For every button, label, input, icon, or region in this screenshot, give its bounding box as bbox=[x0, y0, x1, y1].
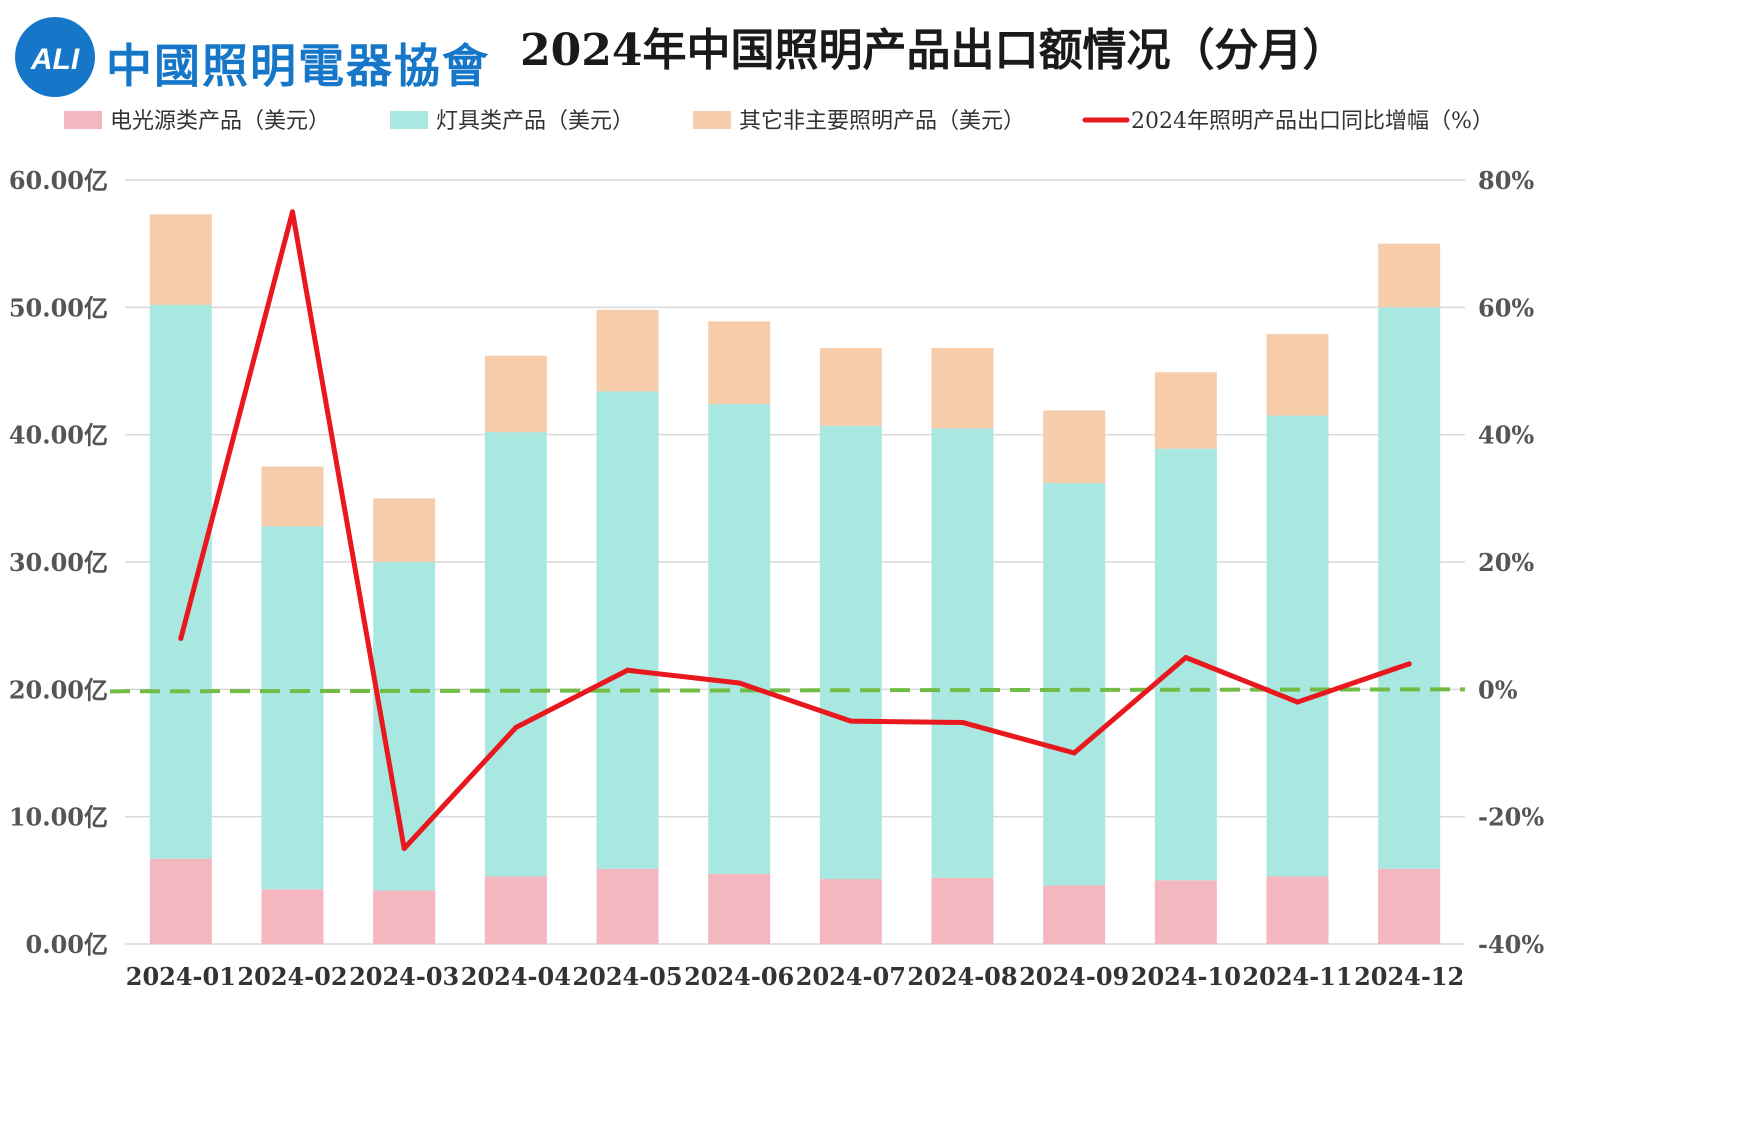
right-axis: -40% -20% 0% 20% 40% 60% 80% bbox=[1478, 166, 1544, 959]
bar-segment-1 bbox=[931, 877, 994, 944]
right-axis-tick-label: 20% bbox=[1478, 548, 1534, 577]
legend-label-3: 其它非主要照明产品（美元） bbox=[739, 109, 1025, 134]
growth-line-point bbox=[1406, 661, 1412, 667]
bar-segment-1 bbox=[1043, 885, 1106, 944]
x-axis: 2024-01 2024-02 2024-03 2024-04 2024-05 2024-… bbox=[126, 962, 1464, 991]
legend-swatch-1 bbox=[64, 111, 102, 129]
growth-line-point bbox=[290, 209, 295, 215]
growth-line-point bbox=[178, 635, 184, 641]
gridlines bbox=[125, 179, 1465, 945]
left-axis-tick-label: 30.00亿 bbox=[9, 548, 108, 577]
bar-segment-2 bbox=[149, 304, 212, 859]
bar-segment-2 bbox=[1378, 307, 1441, 869]
chart-title: 2024年中国照明产品出口额情况（分月） bbox=[520, 25, 1347, 76]
bar-segment-2 bbox=[708, 404, 771, 874]
bar-segment-3 bbox=[149, 214, 212, 305]
x-axis-tick-label: 2024-02 bbox=[237, 962, 347, 991]
growth-line-point bbox=[960, 719, 965, 725]
bar-segment-1 bbox=[1266, 876, 1329, 944]
left-axis-tick-label: 40.00亿 bbox=[9, 421, 108, 450]
growth-line-point bbox=[513, 725, 519, 731]
bar-segment-1 bbox=[819, 879, 882, 944]
bar-segment-1 bbox=[373, 890, 436, 944]
bar-segment-1 bbox=[596, 868, 659, 944]
bar-segment-3 bbox=[373, 498, 436, 562]
bar-segment-1 bbox=[1154, 880, 1217, 944]
bar-segment-3 bbox=[261, 466, 324, 527]
legend-label-4: 2024年照明产品出口同比增幅（%） bbox=[1131, 109, 1494, 134]
growth-line-point bbox=[736, 680, 742, 686]
growth-line-point bbox=[625, 667, 630, 673]
x-axis-tick-label: 2024-11 bbox=[1242, 962, 1352, 991]
x-axis-tick-label: 2024-12 bbox=[1354, 962, 1464, 991]
bar-segment-3 bbox=[484, 355, 547, 433]
bar-segment-2 bbox=[1043, 483, 1106, 886]
zero-reference-line bbox=[109, 687, 1466, 694]
bar-segment-1 bbox=[484, 876, 547, 944]
bar-segment-1 bbox=[261, 889, 324, 944]
bar-segment-3 bbox=[1378, 243, 1441, 308]
bar-segment-2 bbox=[596, 391, 659, 869]
bar-segment-2 bbox=[1266, 415, 1329, 877]
bar-segment-3 bbox=[1266, 334, 1329, 416]
x-axis-tick-label: 2024-01 bbox=[126, 962, 236, 991]
line-series bbox=[178, 209, 1412, 851]
x-axis-tick-label: 2024-06 bbox=[684, 962, 794, 991]
right-axis-tick-label: -40% bbox=[1478, 930, 1544, 959]
logo: ALI 中國照明電器協會 bbox=[10, 12, 488, 102]
growth-line-point bbox=[401, 846, 407, 851]
right-axis-tick-label: 60% bbox=[1478, 293, 1534, 322]
bar-segment-1 bbox=[1378, 868, 1441, 944]
logo-mark-icon: ALI bbox=[15, 17, 95, 97]
logo-mark-text: ALI bbox=[30, 43, 80, 76]
bar-segment-3 bbox=[819, 348, 882, 426]
legend-label-1: 电光源类产品（美元） bbox=[110, 109, 330, 134]
left-axis-tick-label: 60.00亿 bbox=[9, 166, 108, 195]
left-axis-tick-label: 0.00亿 bbox=[26, 930, 108, 959]
legend-swatch-3 bbox=[693, 111, 731, 129]
left-axis-tick-label: 20.00亿 bbox=[9, 675, 108, 704]
x-axis-tick-label: 2024-10 bbox=[1131, 962, 1241, 991]
x-axis-tick-label: 2024-09 bbox=[1019, 962, 1129, 991]
bar-segment-3 bbox=[708, 321, 771, 405]
bar-segment-3 bbox=[1043, 410, 1106, 484]
legend-label-2: 灯具类产品（美元） bbox=[436, 109, 634, 134]
left-axis: 0.00亿 10.00亿 20.00亿 30.00亿 40.00亿 50.00亿 60.00… bbox=[9, 166, 108, 959]
bar-segment-3 bbox=[931, 348, 994, 429]
bar-segment-1 bbox=[708, 873, 771, 944]
left-axis-tick-label: 50.00亿 bbox=[9, 293, 108, 322]
right-axis-tick-label: 0% bbox=[1478, 675, 1518, 704]
bar-segment-3 bbox=[596, 309, 659, 392]
bar-segment-3 bbox=[1154, 372, 1217, 449]
bar-segment-1 bbox=[149, 858, 212, 944]
bar-segment-2 bbox=[819, 425, 882, 880]
bar-segment-2 bbox=[931, 428, 994, 878]
x-axis-tick-label: 2024-05 bbox=[572, 962, 682, 991]
x-axis-tick-label: 2024-03 bbox=[349, 962, 459, 991]
x-axis-tick-label: 2024-07 bbox=[796, 962, 906, 991]
logo-text: 中國照明電器協會 bbox=[106, 39, 490, 93]
zero-dashed-line bbox=[109, 687, 1466, 694]
legend: 电光源类产品（美元） 灯具类产品（美元） 其它非主要照明产品（美元） 2024年照明产… bbox=[64, 109, 1494, 134]
right-axis-tick-label: 40% bbox=[1478, 421, 1534, 450]
x-axis-tick-label: 2024-04 bbox=[461, 962, 571, 991]
right-axis-tick-label: 80% bbox=[1478, 166, 1534, 195]
left-axis-tick-label: 10.00亿 bbox=[9, 803, 108, 832]
growth-line-point bbox=[1183, 655, 1189, 660]
bar-segment-2 bbox=[484, 432, 547, 877]
growth-line-point bbox=[1295, 699, 1300, 705]
legend-swatch-2 bbox=[390, 111, 428, 129]
x-axis-tick-label: 2024-08 bbox=[907, 962, 1017, 991]
bar-series bbox=[149, 214, 1441, 944]
right-axis-tick-label: -20% bbox=[1478, 803, 1544, 832]
growth-line bbox=[178, 209, 1412, 851]
growth-line-point bbox=[848, 718, 854, 724]
bar-segment-2 bbox=[261, 526, 324, 890]
growth-line-point bbox=[1071, 750, 1077, 756]
